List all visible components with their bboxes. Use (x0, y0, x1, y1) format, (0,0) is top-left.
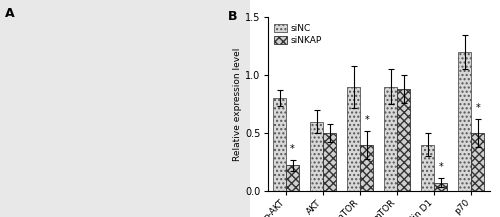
Text: *: * (476, 104, 480, 113)
Text: *: * (364, 115, 369, 125)
Bar (422, 145, 434, 191)
Text: *: * (290, 144, 295, 154)
Bar (434, 183, 448, 191)
Bar (398, 89, 410, 191)
Legend: siNC, siNKAP: siNC, siNKAP (272, 22, 324, 46)
Bar (286, 166, 299, 191)
Y-axis label: Relative expression level: Relative expression level (234, 48, 242, 161)
Text: B: B (228, 10, 237, 23)
Text: *: * (438, 163, 443, 173)
Bar (458, 52, 471, 191)
Bar (360, 145, 373, 191)
Bar (347, 87, 360, 191)
Bar (472, 133, 484, 191)
Text: A: A (5, 7, 15, 20)
Bar (310, 122, 323, 191)
Bar (323, 133, 336, 191)
Bar (384, 87, 398, 191)
Bar (273, 98, 286, 191)
